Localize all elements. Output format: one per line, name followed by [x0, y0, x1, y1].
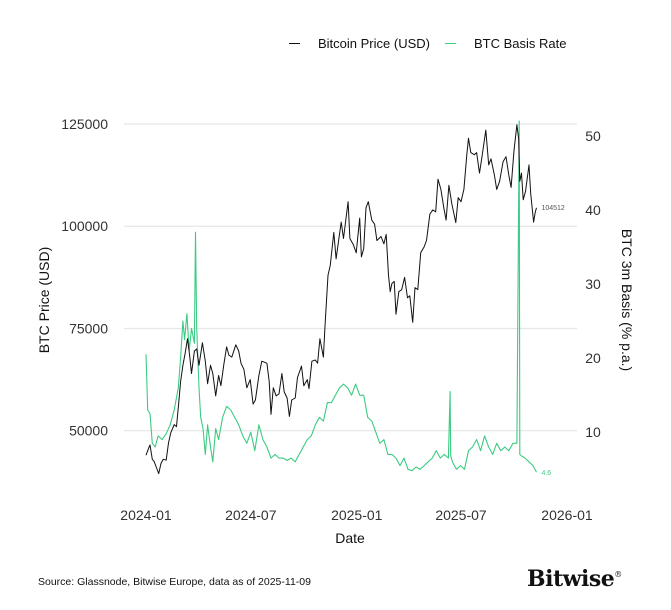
x-tick: 2025-01 — [331, 507, 383, 523]
y-right-tick: 20 — [585, 350, 601, 366]
y-left-tick: 125000 — [61, 116, 108, 132]
y-left-tick: 50000 — [69, 423, 108, 439]
bitwise-logo: Bitwise® — [527, 566, 622, 592]
x-tick-labels: 2024-01 2024-07 2025-01 2025-07 2026-01 — [120, 507, 593, 523]
price-line — [145, 124, 537, 475]
gridlines — [124, 123, 577, 432]
legend-item-basis: BTC Basis Rate — [445, 36, 566, 51]
y-right-axis-label: BTC 3m Basis (% p.a.) — [619, 229, 635, 371]
x-tick: 2024-01 — [120, 507, 172, 523]
legend-basis-label: BTC Basis Rate — [474, 36, 567, 51]
legend-price-label: Bitcoin Price (USD) — [318, 36, 430, 51]
basis-end-label: 4.6 — [541, 470, 551, 477]
y-left-tick: 75000 — [69, 320, 108, 336]
x-tick: 2024-07 — [225, 507, 277, 523]
y-left-axis-label: BTC Price (USD) — [36, 247, 52, 354]
y-right-tick: 30 — [585, 276, 601, 292]
basis-rate-line — [145, 120, 537, 473]
y-right-tick: 50 — [585, 128, 601, 144]
logo-text: Bitwise — [527, 566, 615, 592]
legend-item-price: Bitcoin Price (USD) — [289, 36, 430, 51]
x-tick: 2026-01 — [541, 507, 593, 523]
basis-legend-swatch — [445, 42, 456, 45]
x-axis-label: Date — [335, 530, 365, 546]
y-right-tick-labels: 10 20 30 40 50 — [585, 128, 601, 440]
x-tick: 2025-07 — [435, 507, 487, 523]
y-left-tick: 100000 — [61, 218, 108, 234]
y-left-tick-labels: 50000 75000 100000 125000 — [61, 116, 108, 439]
source-note: Source: Glassnode, Bitwise Europe, data … — [38, 576, 311, 588]
y-right-tick: 40 — [585, 202, 601, 218]
price-end-label: 104512 — [541, 205, 564, 212]
y-right-tick: 10 — [585, 424, 601, 440]
price-legend-swatch — [289, 42, 300, 45]
